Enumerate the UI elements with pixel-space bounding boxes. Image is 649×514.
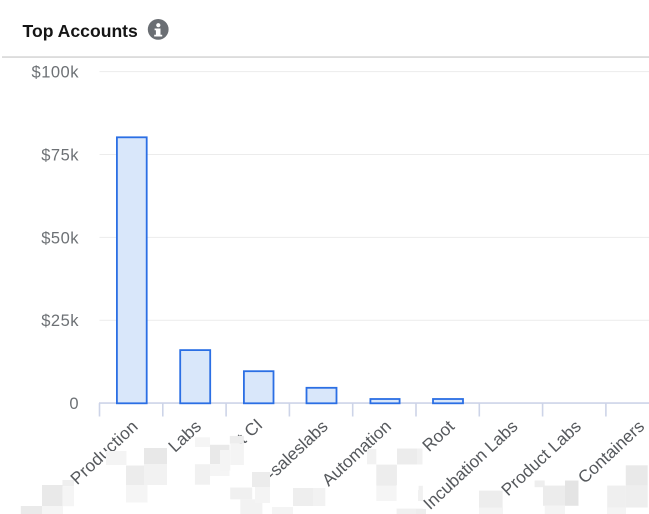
svg-text:$25k: $25k	[41, 312, 79, 330]
svg-text:$75k: $75k	[41, 146, 79, 164]
svg-text:0: 0	[69, 395, 79, 413]
svg-text:$50k: $50k	[41, 229, 79, 247]
svg-text:Top Accounts: Top Accounts	[23, 21, 139, 41]
svg-text:$100k: $100k	[32, 64, 80, 82]
